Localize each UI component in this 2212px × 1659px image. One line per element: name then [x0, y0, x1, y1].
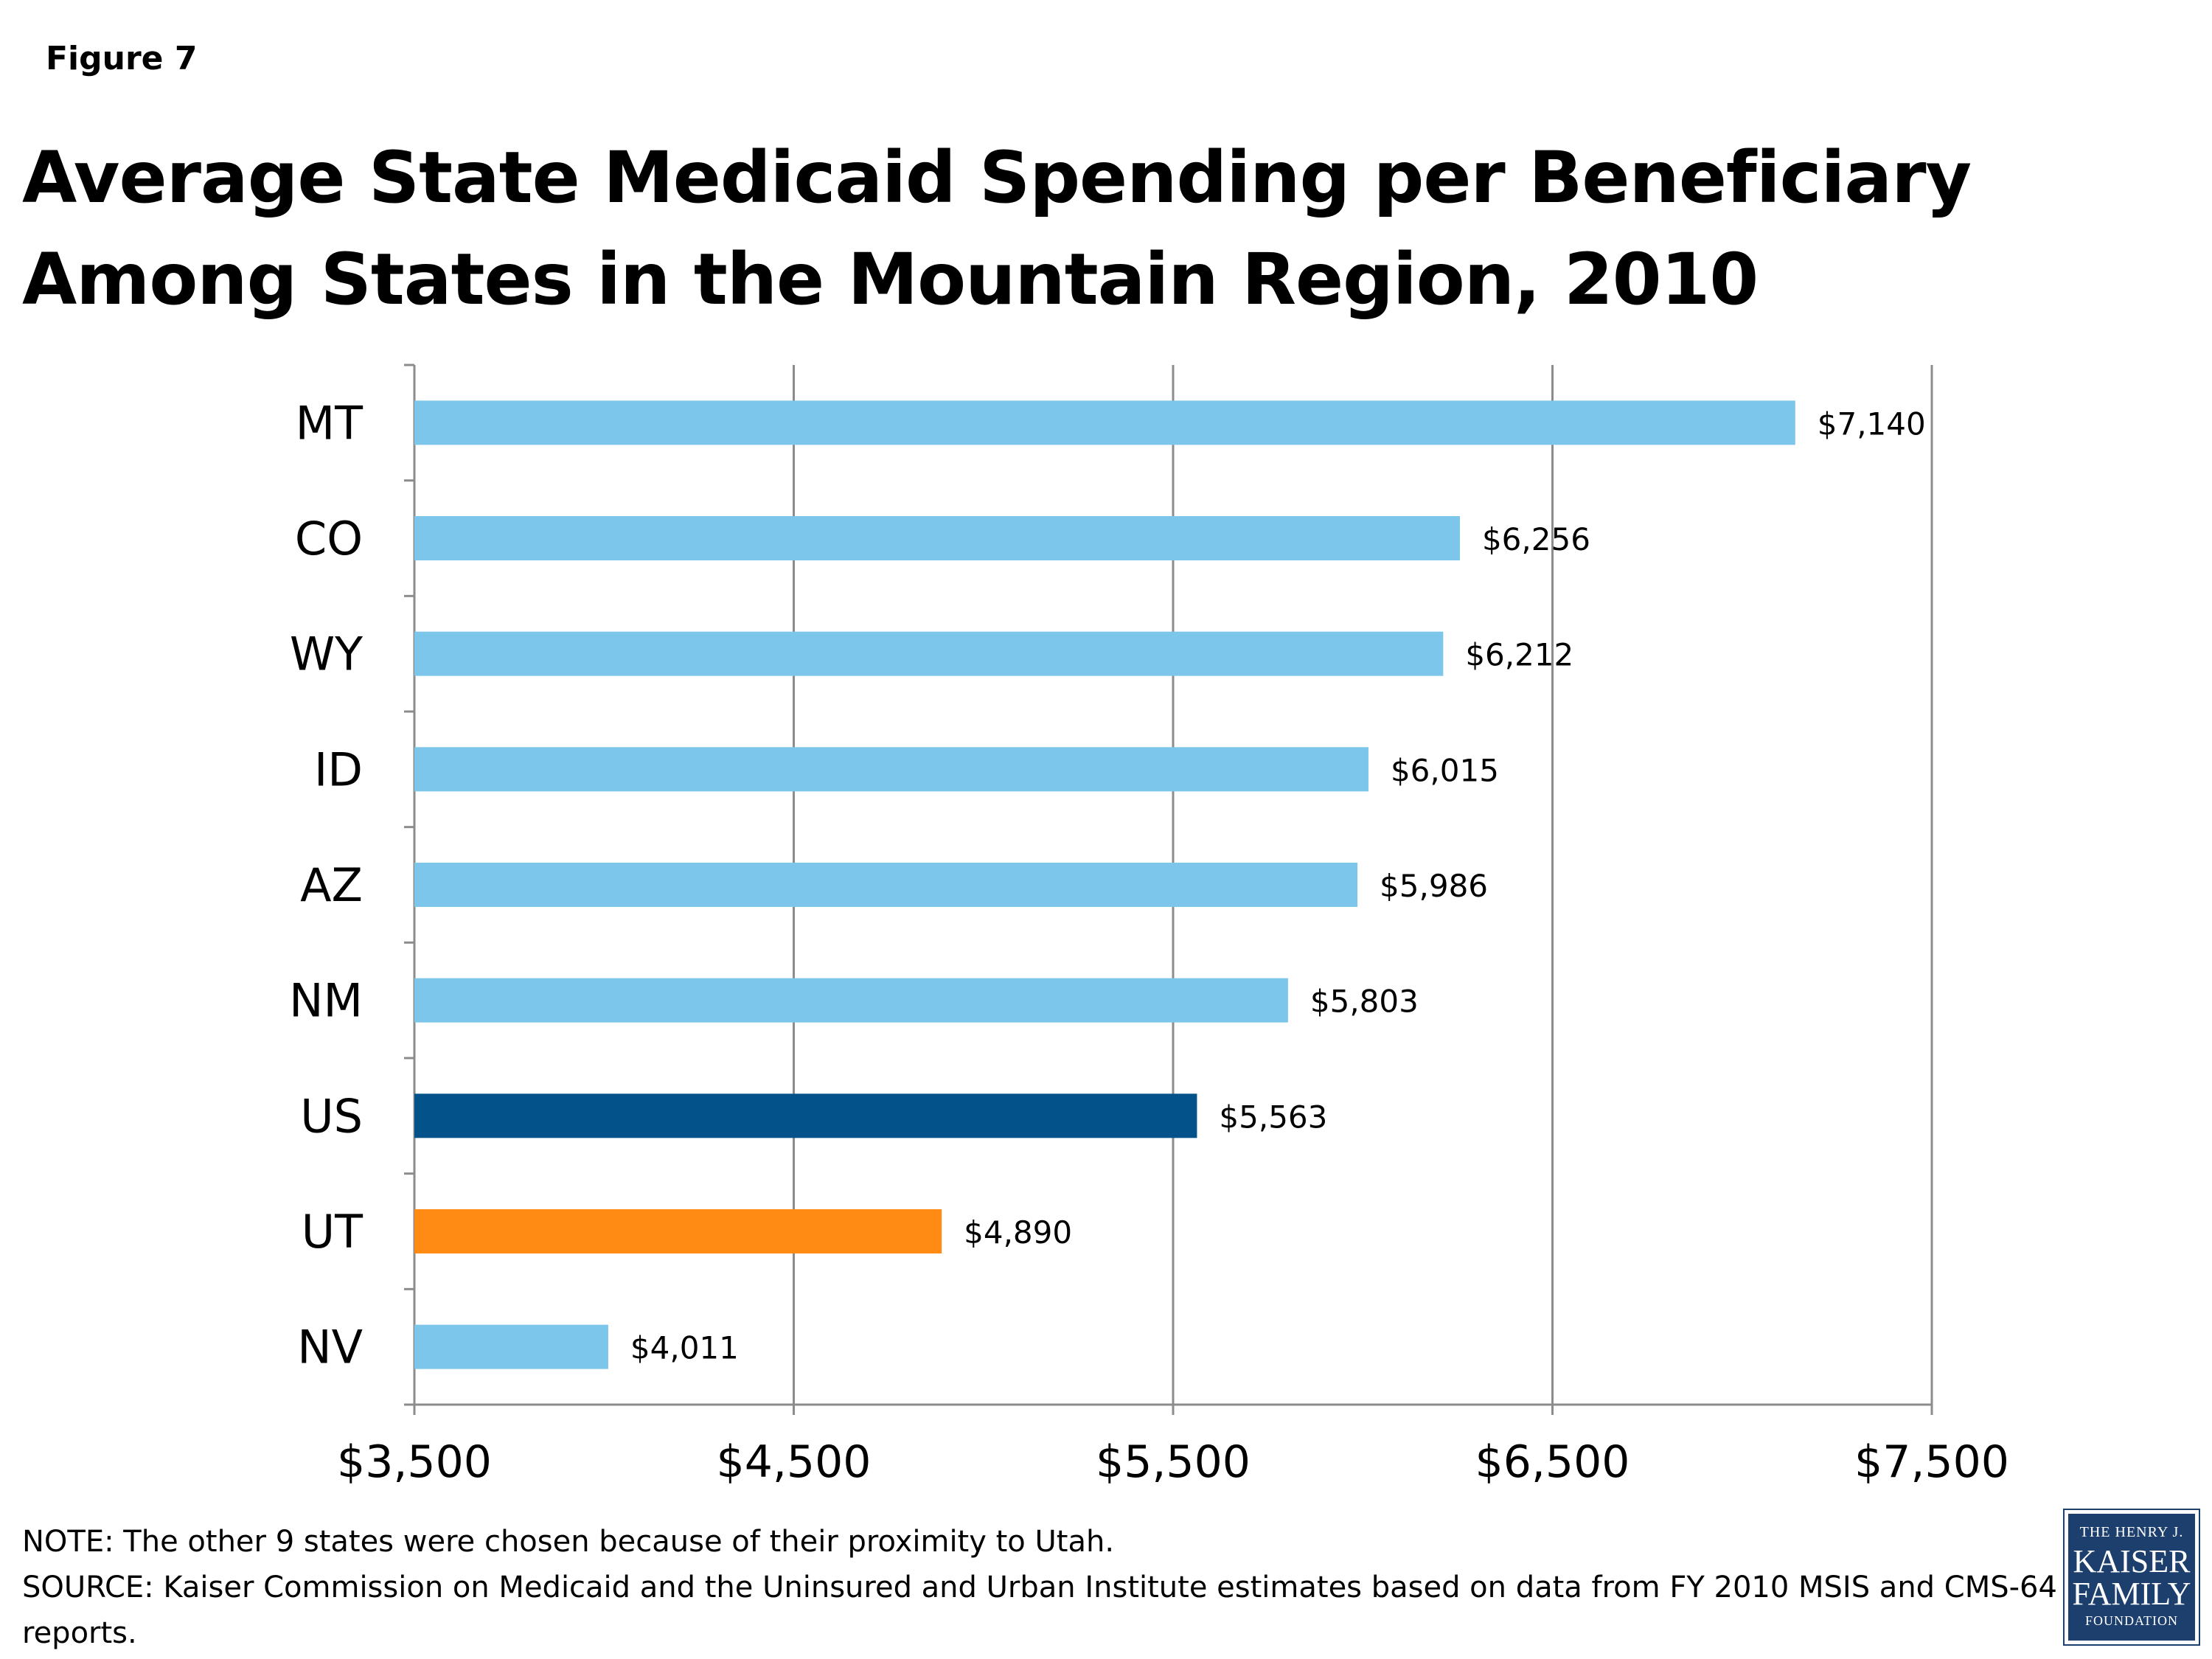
value-label: $6,015: [1391, 752, 1499, 788]
bar-wy: [414, 631, 1444, 676]
category-label: NV: [297, 1321, 363, 1374]
category-label: CO: [295, 512, 363, 566]
figure-label: Figure 7: [46, 40, 198, 77]
value-label: $5,986: [1380, 868, 1488, 904]
note-text: NOTE: The other 9 states were chosen bec…: [22, 1525, 1115, 1559]
chart-title: Average State Medicaid Spending per Bene…: [22, 136, 1972, 321]
value-label: $6,212: [1465, 637, 1573, 673]
bar-az: [414, 863, 1358, 907]
x-tick-label: $4,500: [717, 1436, 872, 1488]
category-label: MT: [296, 396, 364, 450]
x-tick-label: $6,500: [1475, 1436, 1630, 1488]
bar-nv: [414, 1324, 608, 1369]
x-tick-label: $3,500: [337, 1436, 492, 1488]
source-text: SOURCE: Kaiser Commission on Medicaid an…: [22, 1571, 2057, 1650]
category-label: AZ: [300, 858, 363, 912]
value-label: $5,803: [1310, 984, 1419, 1020]
category-label: ID: [314, 742, 363, 796]
kff-logo: THE HENRY J. KAISER FAMILY FOUNDATION: [2063, 1509, 2200, 1646]
category-label: WY: [290, 627, 363, 681]
value-label: $7,140: [1818, 406, 1926, 442]
logo-line-1: THE HENRY J.: [2079, 1524, 2184, 1540]
value-label: $6,256: [1482, 521, 1590, 557]
logo-line-3: FAMILY: [2072, 1576, 2191, 1612]
footnotes: NOTE: The other 9 states were chosen bec…: [22, 1519, 2072, 1656]
logo-line-4: FOUNDATION: [2085, 1613, 2178, 1628]
value-label: $4,890: [964, 1214, 1072, 1251]
bar-mt: [414, 400, 1795, 445]
x-tick-label: $5,500: [1096, 1436, 1251, 1488]
category-label: UT: [302, 1205, 364, 1259]
category-label: NM: [289, 974, 363, 1028]
category-label: US: [300, 1089, 363, 1143]
bar-us: [414, 1093, 1197, 1138]
value-label: $4,011: [630, 1330, 739, 1366]
value-label: $5,563: [1219, 1099, 1327, 1135]
bar-co: [414, 516, 1460, 560]
bar-chart: $3,500 $4,500 $5,500 $6,500 $7,500 MT $7,140 CO…: [289, 364, 2009, 1488]
bar-nm: [414, 978, 1288, 1023]
bar-id: [414, 747, 1368, 792]
logo-line-2: KAISER: [2073, 1543, 2191, 1579]
bar-ut: [414, 1209, 942, 1253]
x-tick-label: $7,500: [1854, 1436, 2009, 1488]
